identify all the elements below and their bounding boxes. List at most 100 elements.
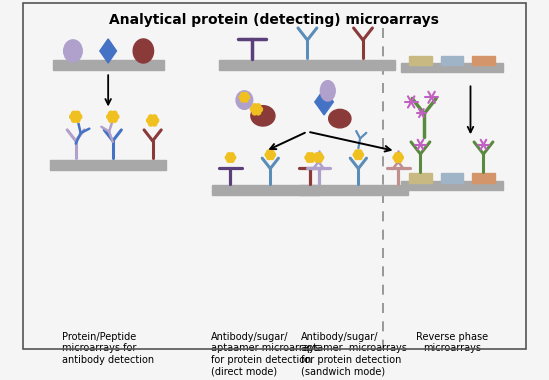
Ellipse shape [133, 39, 154, 63]
Circle shape [112, 117, 117, 122]
Circle shape [148, 121, 153, 126]
Circle shape [270, 155, 274, 160]
Circle shape [75, 117, 80, 122]
Circle shape [267, 150, 271, 154]
Circle shape [395, 153, 399, 157]
Bar [441, 55, 463, 65]
Circle shape [257, 107, 262, 112]
Bar [441, 173, 463, 182]
Bar [51, 160, 166, 169]
Text: Reverse phase
microarrays: Reverse phase microarrays [416, 332, 488, 353]
Ellipse shape [329, 109, 351, 128]
Circle shape [395, 158, 399, 162]
Bar [220, 60, 395, 70]
Bar [410, 173, 432, 182]
Circle shape [232, 155, 236, 160]
Circle shape [148, 115, 153, 120]
Polygon shape [315, 89, 333, 115]
Circle shape [256, 104, 261, 109]
Circle shape [252, 104, 257, 109]
Circle shape [355, 150, 359, 154]
Circle shape [396, 155, 400, 160]
Ellipse shape [321, 81, 335, 101]
Circle shape [244, 98, 248, 102]
Circle shape [230, 153, 234, 157]
Circle shape [71, 117, 76, 122]
Circle shape [245, 95, 250, 100]
Text: Analytical protein (detecting) microarrays: Analytical protein (detecting) microarra… [109, 13, 439, 27]
Circle shape [311, 155, 315, 160]
Circle shape [73, 114, 78, 119]
Circle shape [358, 150, 362, 154]
Bar [472, 173, 495, 182]
Circle shape [358, 155, 362, 160]
Circle shape [393, 155, 397, 160]
Circle shape [310, 153, 314, 157]
Circle shape [114, 114, 119, 119]
Circle shape [271, 153, 276, 157]
Circle shape [227, 153, 231, 157]
Circle shape [241, 98, 245, 102]
Circle shape [70, 114, 75, 119]
Circle shape [254, 107, 259, 112]
Ellipse shape [64, 40, 82, 62]
Circle shape [112, 111, 117, 116]
Bar [299, 185, 408, 195]
Circle shape [77, 114, 82, 119]
Circle shape [320, 155, 324, 160]
Circle shape [244, 93, 248, 97]
Ellipse shape [251, 106, 275, 126]
Circle shape [313, 155, 317, 160]
Circle shape [147, 118, 152, 123]
Circle shape [152, 121, 157, 126]
Circle shape [242, 95, 247, 100]
Circle shape [107, 114, 111, 119]
Bar [401, 63, 503, 72]
Bar [53, 60, 164, 70]
Bar [410, 55, 432, 65]
Bar [472, 55, 495, 65]
Circle shape [154, 118, 159, 123]
Circle shape [306, 158, 311, 162]
Circle shape [270, 150, 274, 154]
Text: Antibody/sugar/
aptaamer microarrays
for protein detection
(direct mode): Antibody/sugar/ aptaamer microarrays for… [211, 332, 320, 377]
Circle shape [110, 114, 115, 119]
Circle shape [250, 107, 255, 112]
Circle shape [318, 153, 322, 157]
Circle shape [353, 153, 357, 157]
Circle shape [356, 153, 361, 157]
Circle shape [310, 158, 314, 162]
Circle shape [71, 111, 76, 116]
Text: Antibody/sugar/
aptamer  microarrays
for protein detection
(sandwich mode): Antibody/sugar/ aptamer microarrays for … [301, 332, 407, 377]
Circle shape [252, 110, 257, 115]
Circle shape [230, 158, 234, 162]
Text: Protein/Peptide
microarrays for
antibody detection: Protein/Peptide microarrays for antibody… [62, 332, 154, 365]
Circle shape [256, 110, 261, 115]
Circle shape [399, 155, 404, 160]
Circle shape [305, 155, 309, 160]
Ellipse shape [236, 91, 253, 109]
Circle shape [359, 153, 363, 157]
Circle shape [152, 115, 157, 120]
Circle shape [397, 158, 402, 162]
Circle shape [397, 153, 402, 157]
Polygon shape [100, 39, 116, 63]
Circle shape [308, 155, 312, 160]
Circle shape [265, 153, 270, 157]
Circle shape [355, 155, 359, 160]
Circle shape [315, 158, 319, 162]
Circle shape [315, 153, 319, 157]
Circle shape [239, 95, 243, 100]
Circle shape [150, 118, 155, 123]
Circle shape [268, 153, 272, 157]
Circle shape [225, 155, 229, 160]
Circle shape [267, 155, 271, 160]
Circle shape [228, 155, 233, 160]
Circle shape [75, 111, 80, 116]
Bar [401, 181, 503, 190]
Circle shape [316, 155, 321, 160]
Circle shape [109, 117, 114, 122]
Circle shape [318, 158, 322, 162]
Bar [212, 185, 319, 195]
Circle shape [306, 153, 311, 157]
